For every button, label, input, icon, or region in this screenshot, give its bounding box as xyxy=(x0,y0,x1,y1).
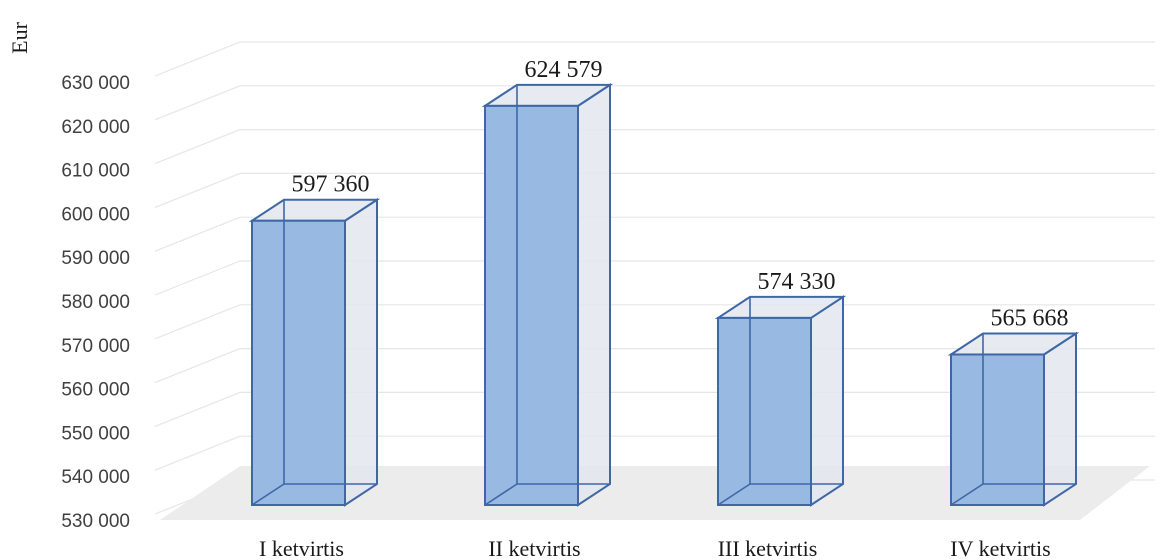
data-label: 565 668 xyxy=(991,305,1069,331)
x-axis-category-labels: I ketvirtis II ketvirtis III ketvirtis IV k… xyxy=(259,536,1051,560)
data-label: 574 330 xyxy=(758,269,836,295)
bar-front-face xyxy=(484,104,579,506)
gridline-diagonal xyxy=(154,348,241,384)
bar-side-face xyxy=(1043,331,1077,507)
gridline-diagonal xyxy=(154,85,241,121)
gridline-diagonal xyxy=(154,41,241,77)
bars xyxy=(248,83,1080,507)
y-axis-title: Eur xyxy=(7,21,32,53)
category-label: I ketvirtis xyxy=(259,536,344,560)
bar-back-edge xyxy=(251,483,285,506)
y-axis-tick-labels: 530 000 540 000 550 000 560 000 570 000 580 0… xyxy=(61,73,130,532)
y-tick-label: 540 000 xyxy=(61,467,130,488)
gridline-diagonal xyxy=(154,304,241,340)
y-tick-label: 620 000 xyxy=(61,117,130,138)
chart-floor xyxy=(160,466,1150,520)
bar-side-face xyxy=(577,83,611,507)
y-tick-label: 530 000 xyxy=(61,511,130,532)
category-label: IV ketvirtis xyxy=(950,536,1050,560)
bar-front-face xyxy=(251,219,346,506)
bar-back-edge xyxy=(484,483,518,506)
bar-back-edge xyxy=(950,483,984,506)
category-label: III ketvirtis xyxy=(718,536,818,560)
y-tick-label: 560 000 xyxy=(61,380,130,401)
bar-front-face xyxy=(950,353,1045,507)
y-tick-label: 630 000 xyxy=(61,73,130,94)
data-label: 597 360 xyxy=(292,172,370,198)
bar-4 xyxy=(947,331,1080,507)
y-tick-label: 580 000 xyxy=(61,292,130,313)
gridline-diagonal xyxy=(154,172,241,208)
bar-front-face xyxy=(717,316,812,506)
gridline-diagonal xyxy=(154,260,241,296)
y-tick-label: 550 000 xyxy=(61,423,130,444)
bar-1 xyxy=(248,197,381,507)
data-label: 624 579 xyxy=(525,57,603,83)
y-tick-label: 590 000 xyxy=(61,248,130,269)
data-labels: 597 360 624 579 574 330 565 668 xyxy=(292,57,1069,332)
bar-side-face xyxy=(344,197,378,507)
y-tick-label: 610 000 xyxy=(61,161,130,182)
bar-3 xyxy=(714,295,847,507)
bar-side-face xyxy=(810,295,844,507)
y-tick-label: 570 000 xyxy=(61,336,130,357)
bar-back-edge xyxy=(717,483,751,506)
gridline-diagonal xyxy=(154,216,241,252)
category-label: II ketvirtis xyxy=(488,536,580,560)
gridline-diagonal xyxy=(154,129,241,165)
bar-2 xyxy=(481,83,614,507)
gridline-diagonal xyxy=(154,435,241,471)
gridlines xyxy=(154,41,1155,515)
gridline-diagonal xyxy=(154,391,241,427)
y-tick-label: 600 000 xyxy=(61,204,130,225)
